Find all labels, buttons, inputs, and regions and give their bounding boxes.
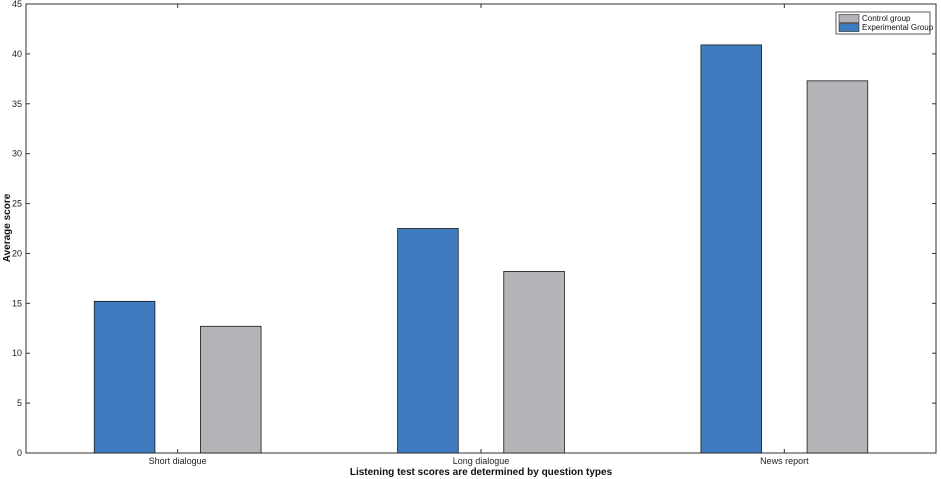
y-tick-label-3: 15 (12, 298, 22, 308)
x-axis: Short dialogue Long dialogue News report (149, 4, 809, 466)
bar-control-0 (200, 325, 262, 454)
legend-label-experimental: Experimental Group (862, 23, 934, 32)
y-tick-label-1: 5 (17, 398, 22, 408)
y-axis-title: Average score (2, 193, 13, 262)
legend-box (835, 11, 931, 35)
bar-control-1 (503, 271, 565, 454)
legend: Control group Experimental Group (835, 11, 934, 35)
y-tick-label-5: 25 (12, 199, 22, 209)
x-tick-label-0: Short dialogue (149, 456, 207, 466)
legend-swatch-control (838, 14, 860, 23)
y-tick-label-4: 20 (12, 248, 22, 258)
legend-label-control: Control group (862, 14, 911, 23)
plot-frame (25, 3, 937, 454)
bars-layer (93, 44, 869, 454)
y-axis: 0 5 10 15 20 25 30 35 40 45 (12, 0, 936, 458)
bar-control-2 (806, 80, 869, 454)
x-tick-label-1: Long dialogue (453, 456, 510, 466)
y-tick-label-7: 35 (12, 99, 22, 109)
y-tick-label-6: 30 (12, 149, 22, 159)
y-tick-label-9: 45 (12, 0, 22, 9)
bar-experimental-2 (700, 44, 762, 454)
x-axis-title: Listening test scores are determined by … (350, 467, 613, 478)
x-tick-label-2: News report (760, 456, 809, 466)
bar-experimental-1 (397, 228, 459, 454)
bar-experimental-0 (93, 300, 156, 454)
y-tick-label-8: 40 (12, 49, 22, 59)
legend-swatch-experimental (838, 23, 860, 32)
y-tick-label-2: 10 (12, 348, 22, 358)
y-tick-label-0: 0 (17, 448, 22, 458)
